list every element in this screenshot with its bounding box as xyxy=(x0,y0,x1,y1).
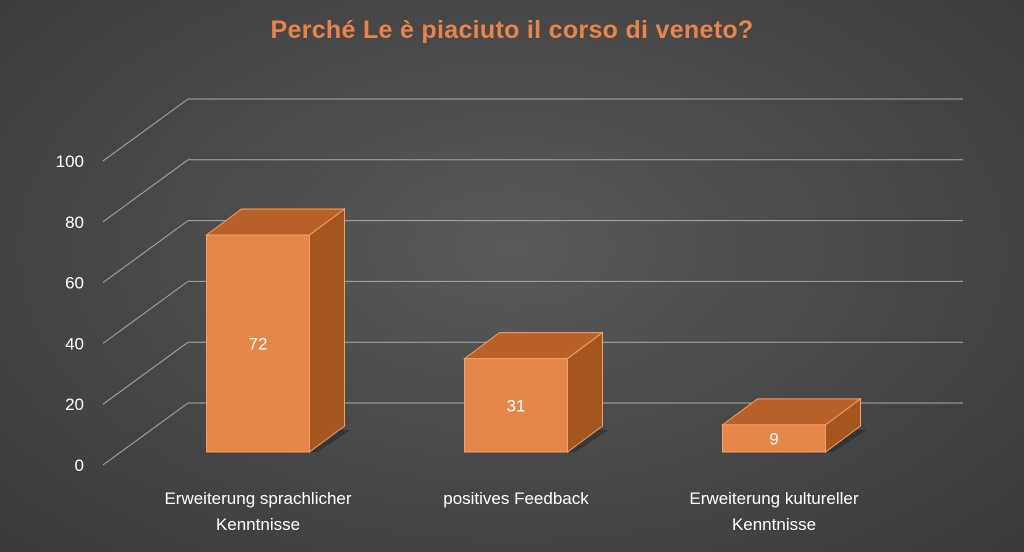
bar-3: 9 xyxy=(720,397,867,453)
bar-front-face xyxy=(722,424,826,453)
data-label: 9 xyxy=(769,429,778,448)
bar-front-face xyxy=(206,234,310,453)
bars: 72 31 9 xyxy=(204,208,867,453)
grid-diagonal-60 xyxy=(102,220,189,284)
y-tick-label: 80 xyxy=(65,213,84,232)
y-tick-label: 100 xyxy=(56,152,84,171)
grid-diagonal-80 xyxy=(102,159,189,223)
bar-side-face xyxy=(309,208,345,453)
grid-diagonal-20 xyxy=(102,341,189,405)
y-tick-label: 40 xyxy=(65,334,84,353)
chart-title: Perché Le è piaciuto il corso di veneto? xyxy=(270,16,754,44)
bar-front-face xyxy=(464,358,568,453)
grid-diagonal-40 xyxy=(102,280,189,344)
category-label: Erweiterung kultureller Kenntnisse xyxy=(689,489,858,534)
category-label: Erweiterung sprachlicher Kenntnisse xyxy=(164,489,351,534)
y-tick-label: 20 xyxy=(65,395,84,414)
y-tick-label: 0 xyxy=(75,456,84,475)
y-tick-label: 60 xyxy=(65,274,84,293)
grid-diagonal-0 xyxy=(102,402,189,466)
category-label: positives Feedback xyxy=(443,489,589,508)
data-label: 72 xyxy=(249,335,268,354)
bar-1: 72 xyxy=(204,208,351,453)
bar-2: 31 xyxy=(462,331,609,453)
grid-diagonal-100 xyxy=(102,98,189,162)
data-label: 31 xyxy=(507,396,526,415)
